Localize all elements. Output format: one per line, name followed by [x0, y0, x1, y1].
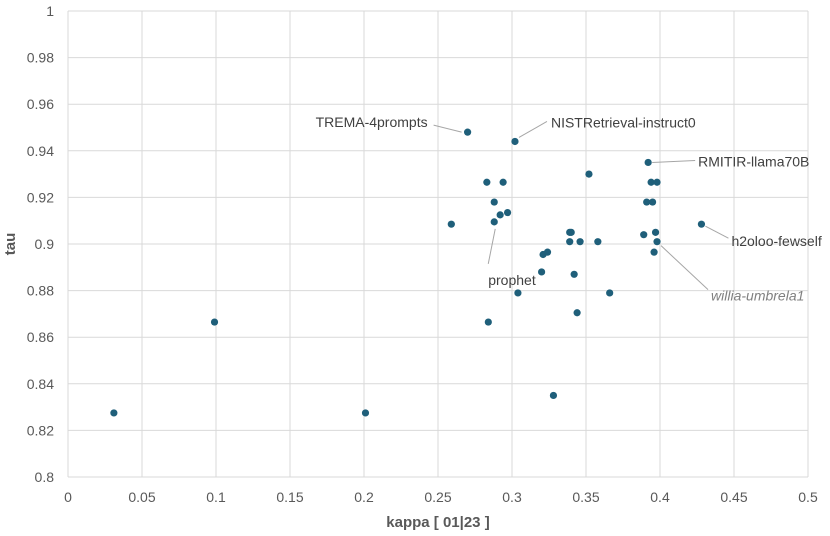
annotation-leader-line — [487, 228, 496, 264]
data-point — [606, 289, 614, 297]
data-point — [573, 309, 581, 317]
y-tick-label: 0.98 — [27, 50, 54, 66]
data-point — [490, 218, 498, 226]
data-point — [643, 198, 651, 206]
x-tick-label: 0.2 — [354, 489, 374, 505]
data-point — [483, 178, 491, 186]
data-point — [464, 128, 472, 136]
data-point — [490, 198, 498, 206]
data-point — [650, 248, 658, 256]
data-point — [653, 238, 661, 246]
y-tick-label: 0.92 — [27, 189, 54, 205]
data-point — [644, 158, 652, 167]
data-point — [496, 211, 504, 219]
x-tick-label: 0.25 — [424, 489, 451, 505]
y-tick-label: 0.96 — [27, 96, 54, 112]
annotation-leader-line — [705, 225, 729, 239]
data-point — [543, 248, 552, 256]
x-tick-label: 0.3 — [502, 489, 522, 505]
annotation-label: NISTRetrieval-instruct0 — [551, 114, 696, 130]
data-point — [566, 238, 574, 246]
annotation-leaders — [433, 121, 729, 291]
data-point — [549, 391, 558, 400]
x-tick-label: 0.5 — [798, 489, 818, 505]
annotation-label: RMITIR-llama70B — [698, 153, 809, 169]
y-tick-label: 0.8 — [35, 469, 55, 485]
annotation-leader-line — [518, 121, 548, 138]
x-tick-label: 0.05 — [128, 489, 155, 505]
x-tick-label: 0 — [64, 489, 72, 505]
data-point — [640, 231, 648, 239]
y-tick-label: 0.9 — [35, 236, 55, 252]
annotation-leader-line — [433, 124, 462, 133]
data-point — [585, 170, 593, 178]
data-point — [538, 268, 546, 276]
data-point — [570, 270, 578, 278]
annotation-label: TREMA-4prompts — [316, 114, 428, 130]
data-point — [567, 228, 575, 236]
data-point — [361, 409, 370, 417]
annotation-label: h2oloo-fewself — [731, 233, 821, 249]
y-tick-label: 1 — [46, 3, 54, 19]
y-tick-label: 0.88 — [27, 283, 54, 299]
data-point — [651, 228, 660, 236]
annotation-labels: TREMA-4prompts NISTRetrieval-instruct0 RMI… — [316, 114, 822, 304]
y-tick-label: 0.94 — [27, 143, 54, 159]
y-tick-label: 0.84 — [27, 376, 54, 392]
y-axis-title: tau — [2, 233, 19, 256]
data-point — [576, 238, 584, 246]
x-tick-label: 0.35 — [572, 489, 599, 505]
data-point — [499, 178, 507, 186]
grid-lines — [67, 10, 809, 478]
annotation-label: prophet — [488, 272, 536, 288]
x-tick-label: 0.45 — [720, 489, 747, 505]
data-point — [503, 208, 512, 217]
x-tick-label: 0.1 — [206, 489, 226, 505]
annotation-leader-line — [652, 159, 696, 163]
x-tick-label: 0.15 — [276, 489, 303, 505]
y-tick-label: 0.82 — [27, 422, 54, 438]
data-point — [110, 409, 118, 417]
tick-labels: 0 0.05 0.1 0.15 0.2 0.25 0.3 0.35 0.4 0.45 0.5 0.8 0… — [27, 3, 818, 505]
data-point — [210, 318, 219, 326]
data-point — [697, 220, 706, 228]
data-point — [594, 238, 602, 246]
data-point — [649, 198, 657, 206]
data-point — [647, 178, 655, 186]
data-point — [447, 220, 455, 228]
annotation-label: willia-umbrela1 — [711, 288, 804, 304]
data-point — [511, 137, 519, 146]
x-axis-title: kappa [ 01|23 ] — [386, 514, 489, 531]
data-point — [484, 318, 492, 326]
y-tick-label: 0.86 — [27, 329, 54, 345]
data-point — [653, 178, 661, 186]
data-points — [110, 128, 706, 417]
x-tick-label: 0.4 — [650, 489, 670, 505]
annotation-leader-line — [660, 245, 709, 291]
data-point — [514, 289, 522, 297]
